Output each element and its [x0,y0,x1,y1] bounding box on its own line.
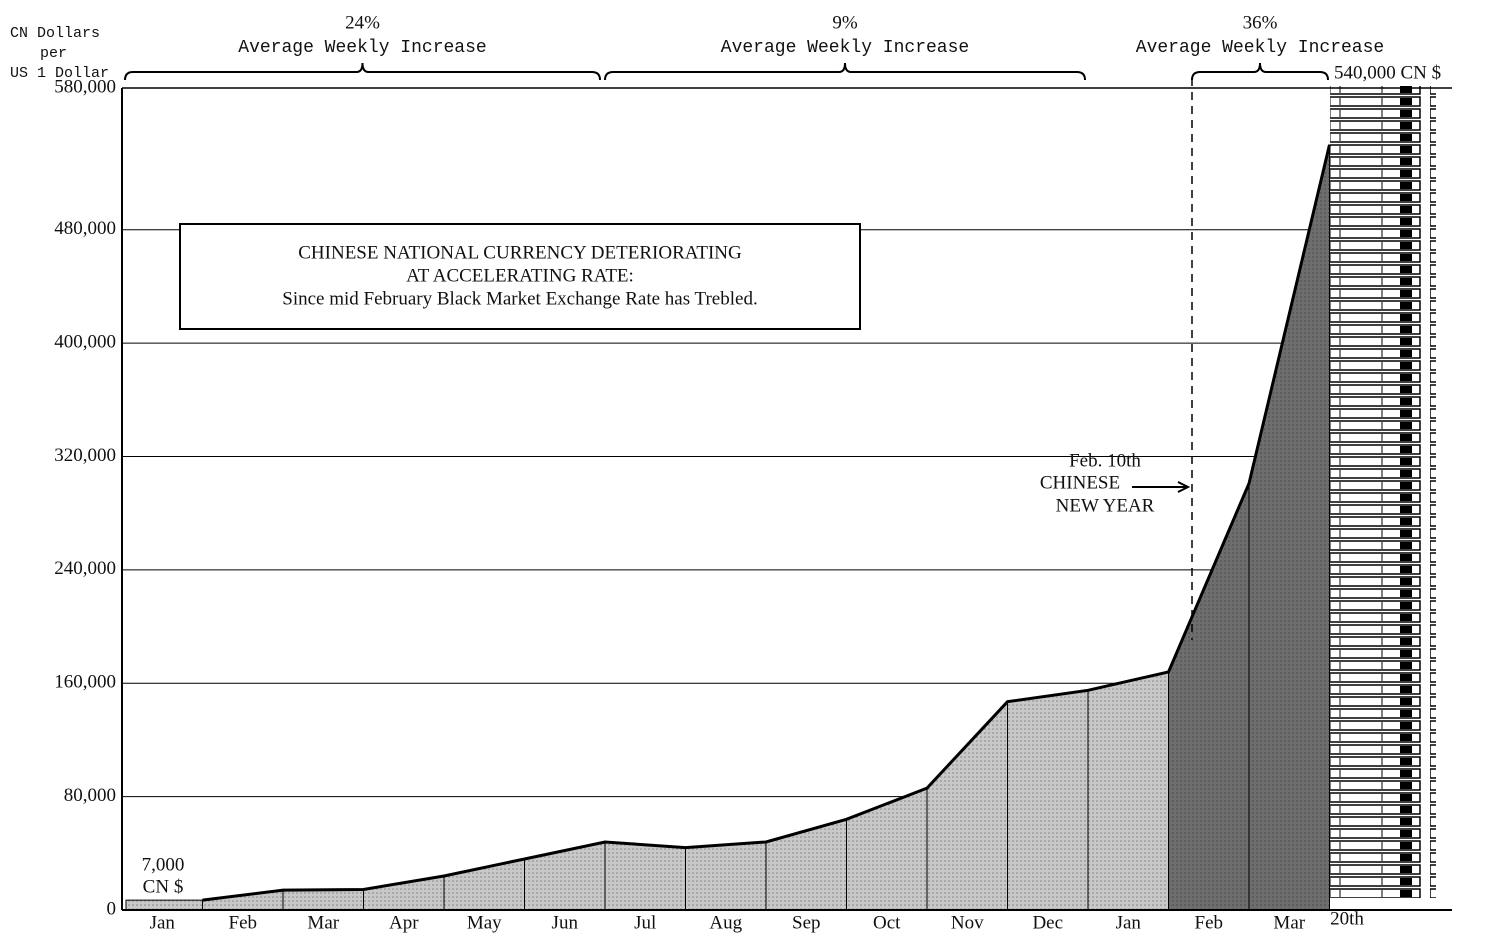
event-arrow [1132,482,1188,492]
area-texture [126,900,203,910]
box-text: CHINESE NATIONAL CURRENCY DETERIORATING [298,242,742,263]
area-texture [847,788,928,910]
x-tick-label: Jul [634,912,656,933]
area-texture [1008,690,1089,910]
area-texture [927,702,1008,910]
x-tick-label: Nov [951,912,984,933]
y-axis-label: CN Dollars [10,25,100,42]
x-tick-label: Aug [709,912,742,933]
y-tick-label: 240,000 [54,558,116,579]
x-tick-label: Jan [1116,912,1142,933]
x-tick-label: Sep [792,912,821,933]
period-label: Average Weekly Increase [238,38,486,58]
x-tick-label: Apr [389,912,419,933]
area-texture [686,842,767,910]
x-tick-label: Mar [1273,912,1305,933]
x-tick-label: Oct [873,912,901,933]
x-tick-label: Feb [1195,912,1224,933]
x-tick-label: Feb [229,912,258,933]
y-tick-label: 80,000 [64,785,116,806]
box-text: Since mid February Black Market Exchange… [282,288,757,309]
y-axis-label: per [40,45,67,62]
area-texture [525,842,606,910]
event-label: CHINESE [1040,472,1120,493]
area-texture [283,889,364,910]
start-label: 7,000 [142,854,185,875]
area-texture [766,819,847,910]
area-texture [605,842,686,910]
x-tick-label: Jun [552,912,579,933]
period-label: Average Weekly Increase [721,38,969,58]
period-rate: 9% [832,12,858,33]
chart: CHINESE NATIONAL CURRENCY DETERIORATING … [0,0,1486,941]
y-tick-label: 480,000 [54,218,116,239]
area-texture [364,876,445,910]
area-texture [1088,672,1169,910]
y-tick-label: 320,000 [54,445,116,466]
x-tick-label: Jan [150,912,176,933]
y-tick-label: 160,000 [54,672,116,693]
bracket [605,63,1085,80]
x-tick-label: Dec [1032,912,1063,933]
bracket [125,63,600,80]
x-tick-label: May [467,912,502,933]
period-rate: 36% [1243,12,1278,33]
area-texture [1249,145,1330,910]
start-label: CN $ [143,876,184,897]
period-label: Average Weekly Increase [1136,38,1384,58]
y-tick-label: 0 [107,898,117,919]
event-label: NEW YEAR [1056,495,1155,516]
money-stack [1330,86,1436,898]
peak-label: 540,000 CN $ [1334,62,1441,83]
period-rate: 24% [345,12,380,33]
x-tick-label: Mar [307,912,339,933]
event-label: Feb. 10th [1069,450,1141,471]
bracket [1192,63,1328,80]
y-tick-label: 400,000 [54,331,116,352]
y-tick-label: 580,000 [54,76,116,97]
area-texture [1169,483,1250,910]
box-text: AT ACCELERATING RATE: [406,265,634,286]
x-end-label: 20th [1330,908,1364,929]
